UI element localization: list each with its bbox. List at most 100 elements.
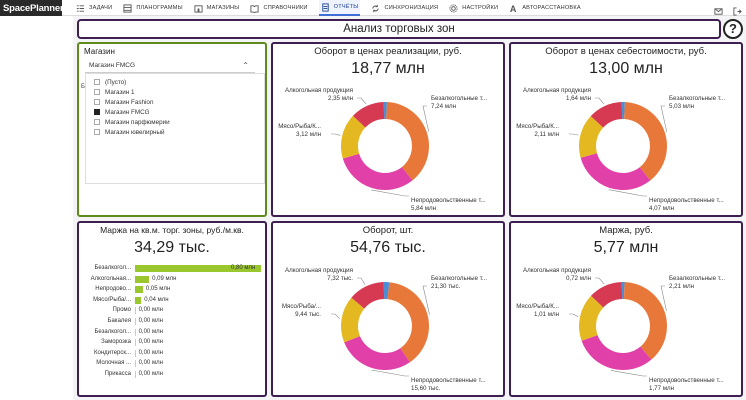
donut-slice[interactable] [341,115,366,159]
slice-value-label: 9,44 тыс. [295,311,321,318]
donut-slice[interactable] [342,153,413,190]
nav-tasks[interactable]: ЗАДАЧИ [76,0,112,16]
slice-value-label: 2,11 млн [534,131,559,138]
filter-label: Магазин [84,47,115,56]
checkbox[interactable] [94,89,100,95]
bar-row[interactable]: Непродово... 0,05 млн [83,284,263,294]
donut-slice[interactable] [383,102,387,120]
donut-slice[interactable] [623,282,667,360]
slice-value-label: 3,12 млн [296,131,321,138]
list-item[interactable]: Магазин парфюмерии [86,117,264,127]
sync-icon [371,4,380,13]
donut-slice[interactable] [352,102,385,128]
list-item[interactable]: Магазин FMCG [86,107,264,117]
svg-text:A: A [510,4,517,13]
donut-slice[interactable] [591,282,623,308]
left-sidebar [0,16,73,400]
nav-settings[interactable]: НАСТРОЙКИ [449,0,498,16]
nav-label: ПЛАНОГРАММЫ [136,5,183,11]
donut-slice[interactable] [590,102,623,128]
cost-donut-chart: Безалкогольные т...5,03 млн Непродовольст… [516,87,725,212]
bar[interactable] [135,265,261,272]
side-marker: Б [81,84,85,90]
bar-category-label: Промо [112,307,131,314]
donut-slice[interactable] [621,282,625,300]
bar[interactable] [135,349,136,357]
donut-slice[interactable] [579,116,604,158]
leader-line [595,97,605,105]
bar-row[interactable]: Прикасса 0,00 млн [83,369,263,379]
slice-value-label: 1,64 млн [566,95,591,102]
slice-category-label: Алкогольная продукция [523,267,591,274]
checkbox[interactable] [94,109,100,115]
card-title: Оборот в ценах себестоимости, руб. [545,46,707,57]
gear-icon [449,3,458,13]
bar-row[interactable]: Бакалея 0,00 млн [83,316,263,326]
nav-auto-placement[interactable]: A АВТОРАССТАНОВКА [509,0,581,16]
store-dropdown[interactable]: Магазин FMCG ⌃ [85,59,255,73]
top-right-icons [714,3,742,21]
bar-value-label: 0,00 млн [138,318,163,324]
donut-slice[interactable] [387,282,429,363]
donut-slice[interactable] [621,102,625,120]
donut-slice[interactable] [341,297,365,343]
leader-line [357,97,367,105]
slice-category-label: Алкогольная продукция [523,87,591,94]
nav-stores[interactable]: МАГАЗИНЫ [194,0,240,16]
bar-row[interactable]: Алкогольная... 0,09 млн [83,274,263,284]
slice-value-label: 21,30 тыс. [431,283,461,290]
nav-planograms[interactable]: ПЛАНОГРАММЫ [123,0,183,16]
bar[interactable] [135,307,136,315]
bar-value-label: 0,80 млн [231,265,256,271]
nav-sync[interactable]: СИНХРОНИЗАЦИЯ [371,0,438,16]
slice-category-label: Непродовольственные т... [411,197,486,204]
donut-slice[interactable] [624,102,667,181]
bar-row[interactable]: Заморозка 0,00 млн [83,337,263,347]
donut-slice[interactable] [386,102,429,181]
mail-icon[interactable] [714,3,723,21]
checkbox[interactable] [94,129,100,135]
bar[interactable] [135,360,136,368]
checkbox[interactable] [94,99,100,105]
bar-row[interactable]: Кондитерск... 0,00 млн [83,348,263,358]
cost-card: Оборот в ценах себестоимости, руб. 13,00… [509,42,743,217]
list-item[interactable]: Магазин 1 [86,87,264,97]
bar-row[interactable]: Молочная ... 0,00 млн [83,358,263,368]
bar[interactable] [135,328,136,336]
list-item[interactable]: Магазин Fashion [86,97,264,107]
list-item[interactable]: (Пусто) [86,77,264,87]
donut-slice[interactable] [351,282,385,309]
bar[interactable] [135,275,150,283]
donut-slice[interactable] [581,335,652,370]
bar-row[interactable]: Безалкогол... 0,00 млн [83,327,263,337]
bar-row[interactable]: Безалкогол... 0,80 млн [83,263,263,273]
bar[interactable] [135,318,136,325]
bar-value-label: 0,09 млн [152,275,177,282]
checkbox[interactable] [94,79,100,85]
checkbox[interactable] [94,119,100,125]
bar-row[interactable]: Мясо/Рыба/... 0,04 млн [83,295,263,305]
page-title: Анализ торговых зон [77,19,721,39]
slice-value-label: 15,60 тыс. [411,385,441,392]
donut-slice[interactable] [383,282,390,300]
bar-value-label: 0,00 млн [138,328,163,335]
leader-line [569,133,579,136]
nav-references[interactable]: СПРАВОЧНИКИ [250,0,307,16]
donut-slice[interactable] [344,336,410,371]
logout-icon[interactable] [733,3,742,21]
bar[interactable] [135,286,143,294]
slice-category-label: Мясо/Рыба/К... [516,303,559,310]
bar[interactable] [135,371,136,378]
bar-row[interactable]: Промо 0,00 млн [83,305,263,315]
bar[interactable] [135,296,142,304]
nav-reports[interactable]: ОТЧЁТЫ [318,0,361,16]
bar[interactable] [135,339,136,347]
help-button[interactable]: ? [723,19,743,39]
slice-value-label: 7,24 млн [431,103,456,110]
app-logo[interactable]: SpacePlanner [0,0,64,18]
list-item[interactable]: Магазин ювелирный [86,127,264,137]
card-value: 34,29 тыс. [134,239,210,256]
donut-slice[interactable] [580,153,651,190]
donut-slice[interactable] [579,295,604,341]
leader-line [660,105,668,132]
